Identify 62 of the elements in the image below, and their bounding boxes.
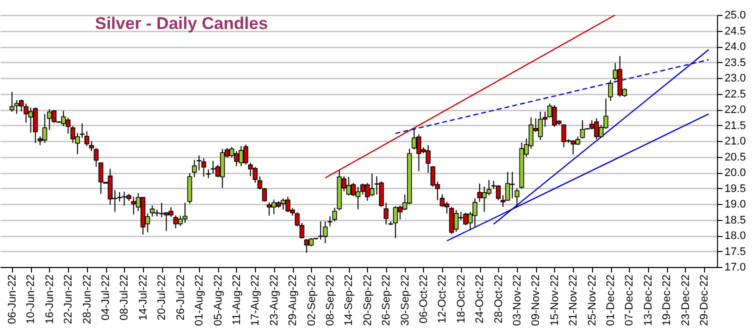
candlestick xyxy=(561,124,566,148)
x-tick-label: 01-Aug-22 xyxy=(194,274,206,326)
x-tick-label: 22-Jun-22 xyxy=(62,274,75,324)
candlestick xyxy=(10,91,14,112)
x-tick-label: 20-Jul-22 xyxy=(156,274,168,320)
x-tick-label: 06-Jun-22 xyxy=(6,274,19,324)
x-tick-label: 30-Sep-22 xyxy=(399,274,412,326)
y-tick-label: 22.5 xyxy=(724,88,746,100)
x-tick-label: 15-Nov-22 xyxy=(548,274,561,326)
x-tick-label: 18-Oct-22 xyxy=(455,274,468,324)
y-tick-label: 23.0 xyxy=(724,72,746,84)
x-tick-label: 04-Jul-22 xyxy=(100,274,112,320)
candlestick xyxy=(608,80,613,102)
candlestick xyxy=(477,183,482,202)
y-tick-label: 23.5 xyxy=(724,56,746,69)
x-tick-label: 02-Sep-22 xyxy=(306,274,318,326)
y-tick-label: 21.0 xyxy=(724,136,746,148)
y-tick-label: 19.5 xyxy=(724,182,746,195)
x-tick-label: 14-Jul-22 xyxy=(137,274,150,320)
x-tick-label: 23-Aug-22 xyxy=(268,274,280,326)
y-tick-label: 22.0 xyxy=(724,104,746,116)
x-tick-label: 09-Nov-22 xyxy=(530,274,542,326)
x-tick-label: 26-Jul-22 xyxy=(174,274,187,320)
x-tick-label: 28-Oct-22 xyxy=(492,274,505,324)
candlestick xyxy=(412,128,417,150)
chart-title: Silver - Daily Candles xyxy=(95,14,268,33)
x-tick-label: 19-Dec-22 xyxy=(661,274,674,326)
y-tick-label: 18.5 xyxy=(724,214,746,226)
x-tick-label: 29-Dec-22 xyxy=(698,274,711,326)
x-tick-label: 01-Dec-22 xyxy=(605,274,618,326)
x-tick-label: 26-Sep-22 xyxy=(380,274,393,326)
x-tick-label: 13-Dec-22 xyxy=(642,274,654,326)
x-tick-label: 29-Aug-22 xyxy=(287,274,300,326)
x-tick-label: 21-Nov-22 xyxy=(568,274,580,326)
y-tick-label: 19.0 xyxy=(724,198,746,210)
x-tick-label: 11-Aug-22 xyxy=(230,274,243,326)
x-tick-label: 16-Jun-22 xyxy=(44,274,56,324)
x-tick-label: 20-Sep-22 xyxy=(362,274,374,326)
y-tick-label: 20.0 xyxy=(724,167,746,179)
x-tick-label: 24-Oct-22 xyxy=(474,274,486,324)
y-tick-label: 20.5 xyxy=(724,151,746,164)
x-tick-label: 07-Dec-22 xyxy=(624,274,636,326)
x-tick-label: 08-Jul-22 xyxy=(118,274,131,320)
y-tick-label: 25.0 xyxy=(724,10,746,22)
x-tick-label: 08-Sep-22 xyxy=(324,274,336,326)
x-tick-label: 28-Jun-22 xyxy=(81,274,94,324)
x-tick-label: 12-Oct-22 xyxy=(436,274,449,324)
y-tick-label: 17.0 xyxy=(724,262,746,274)
x-tick-label: 10-Jun-22 xyxy=(25,274,38,324)
candlestick xyxy=(173,214,178,229)
x-tick-label: 03-Nov-22 xyxy=(512,274,524,326)
x-tick-label: 17-Aug-22 xyxy=(250,274,262,326)
y-tick-label: 24.5 xyxy=(724,25,746,38)
y-tick-label: 21.5 xyxy=(724,120,746,132)
x-tick-label: 05-Aug-22 xyxy=(212,274,224,326)
x-tick-label: 14-Sep-22 xyxy=(343,274,356,326)
x-tick-label: 25-Nov-22 xyxy=(586,274,598,326)
x-tick-label: 06-Oct-22 xyxy=(418,274,430,324)
y-tick-label: 24.0 xyxy=(724,41,746,53)
y-tick-label: 17.5 xyxy=(724,246,746,258)
x-tick-label: 23-Dec-22 xyxy=(680,274,692,326)
y-tick-label: 18.0 xyxy=(724,230,746,242)
